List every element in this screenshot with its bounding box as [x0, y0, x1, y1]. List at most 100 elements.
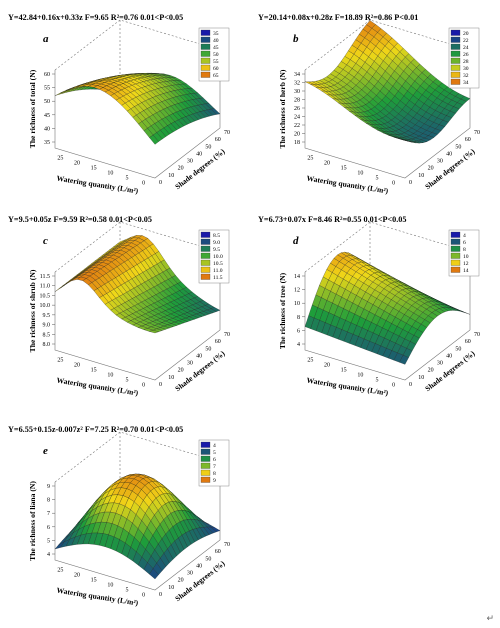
- x-tick-label: 15: [341, 368, 347, 374]
- legend-swatch: [450, 259, 461, 266]
- z-tick-label: 5: [47, 538, 50, 544]
- legend-swatch: [200, 245, 211, 252]
- legend-entry: 28: [463, 59, 469, 65]
- legend-swatch: [200, 50, 211, 57]
- legend-entry: 9: [213, 478, 216, 484]
- panel-a-box-top: [54, 19, 221, 71]
- z-tick-label: 20: [294, 132, 300, 138]
- x-tick-label: 5: [126, 378, 129, 384]
- x-tick-label: 0: [142, 383, 145, 389]
- y-tick-label: 0: [409, 180, 412, 186]
- panel-a-zlabel: The richness of total (N): [28, 69, 37, 148]
- z-tick-label: 22: [294, 123, 300, 129]
- x-tick-label: 0: [392, 383, 395, 389]
- legend-entry: 20: [463, 31, 469, 37]
- panel-c-label: c: [43, 235, 48, 247]
- y-tick-label: 30: [187, 159, 193, 165]
- x-tick-label: 5: [376, 176, 379, 182]
- legend-swatch: [200, 57, 211, 64]
- legend-entry: 11.0: [213, 268, 223, 274]
- z-tick-label: 11.5: [40, 274, 50, 280]
- legend-swatch: [450, 29, 461, 36]
- y-tick-label: 70: [474, 130, 480, 136]
- z-tick-label: 18: [294, 140, 300, 146]
- z-tick-label: 32: [294, 81, 300, 87]
- z-tick-label: 14: [294, 274, 300, 280]
- panel-e: Y=6.55+0.15z-0.007z² F=7.25 R²=0.70 0.01…: [8, 425, 230, 607]
- y-tick-label: 60: [215, 549, 221, 555]
- x-tick-label: 15: [91, 368, 97, 374]
- y-tick-label: 10: [168, 375, 174, 381]
- z-tick-label: 9.0: [43, 323, 51, 329]
- legend-swatch: [450, 252, 461, 259]
- x-tick-label: 25: [307, 156, 313, 162]
- y-tick-label: 50: [205, 556, 211, 562]
- panel-d-box-front: [304, 252, 471, 381]
- y-tick-label: 70: [224, 542, 230, 548]
- z-tick-label: 8: [47, 498, 50, 504]
- panel-a-surface: [54, 73, 221, 145]
- z-tick-label: 9: [47, 484, 50, 490]
- legend-entry: 8.5: [213, 233, 220, 239]
- y-tick-label: 50: [205, 144, 211, 150]
- x-tick-label: 5: [376, 378, 379, 384]
- z-tick-label: 40: [44, 126, 50, 132]
- legend-swatch: [200, 476, 211, 483]
- panel-b-equation: Y=20.14+0.08x+0.28z F=18.89 R²=0.86 P<0.…: [258, 13, 418, 22]
- legend-entry: 6: [213, 457, 216, 463]
- z-tick-label: 28: [294, 98, 300, 104]
- panel-b-surface: [304, 20, 471, 144]
- y-tick-label: 10: [168, 173, 174, 179]
- legend-entry: 8: [463, 247, 466, 253]
- y-tick-label: 40: [196, 563, 202, 569]
- legend-entry: 4: [463, 233, 466, 239]
- panel-a-equation: Y=42.84+0.16x+0.33z F=9.65 R²=0.76 0.01<…: [8, 13, 183, 22]
- legend-swatch: [450, 36, 461, 43]
- legend-swatch: [200, 469, 211, 476]
- legend-entry: 34: [463, 80, 469, 86]
- legend-swatch: [200, 252, 211, 259]
- x-tick-label: 15: [91, 166, 97, 172]
- y-tick-label: 40: [446, 353, 452, 359]
- legend-swatch: [200, 238, 211, 245]
- x-tick-label: 0: [142, 181, 145, 187]
- z-tick-label: 26: [294, 106, 300, 112]
- z-tick-label: 34: [294, 72, 300, 78]
- legend-swatch: [200, 43, 211, 50]
- panel-d-zlabel: The richness of tree (N): [278, 272, 287, 349]
- x-tick-label: 25: [57, 358, 63, 364]
- y-tick-label: 30: [437, 361, 443, 367]
- z-tick-label: 10.5: [40, 293, 51, 299]
- panel-b-label: b: [293, 33, 299, 45]
- x-tick-label: 10: [107, 583, 113, 589]
- panel-c-box-front: [54, 252, 221, 381]
- z-tick-label: 50: [44, 99, 50, 105]
- y-tick-label: 10: [168, 585, 174, 591]
- legend-entry: 10.0: [213, 254, 223, 260]
- legend-swatch: [450, 50, 461, 57]
- legend-swatch: [200, 273, 211, 280]
- z-tick-label: 4: [297, 342, 300, 348]
- y-tick-label: 50: [205, 346, 211, 352]
- z-tick-label: 55: [44, 86, 50, 92]
- x-tick-label: 20: [74, 363, 80, 369]
- y-tick-label: 60: [215, 137, 221, 143]
- z-tick-label: 8: [297, 315, 300, 321]
- legend-entry: 5: [213, 450, 216, 456]
- legend-entry: 40: [213, 38, 219, 44]
- legend-swatch: [450, 71, 461, 78]
- x-tick-label: 5: [126, 588, 129, 594]
- panel-d: Y=6.73+0.07x F=8.46 R²=0.55 0.01<P<0.05 d…: [258, 215, 480, 397]
- x-tick-label: 10: [107, 373, 113, 379]
- panel-d-label: d: [293, 235, 299, 247]
- surface-facet: [399, 355, 409, 365]
- legend-swatch: [450, 245, 461, 252]
- surface-facet: [149, 568, 159, 580]
- z-tick-label: 6: [47, 525, 50, 531]
- legend-swatch: [450, 64, 461, 71]
- y-tick-label: 0: [409, 382, 412, 388]
- panel-d-surface: [304, 251, 471, 365]
